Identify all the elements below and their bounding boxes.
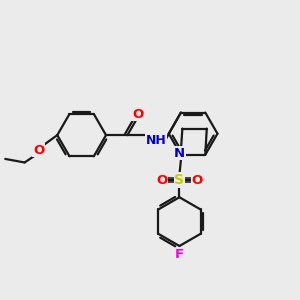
Text: O: O xyxy=(192,173,203,187)
Text: N: N xyxy=(174,147,185,160)
Text: O: O xyxy=(132,108,143,121)
Text: O: O xyxy=(33,143,44,157)
Text: F: F xyxy=(175,248,184,261)
Text: S: S xyxy=(174,173,184,187)
Text: NH: NH xyxy=(146,134,166,147)
Text: O: O xyxy=(156,173,167,187)
